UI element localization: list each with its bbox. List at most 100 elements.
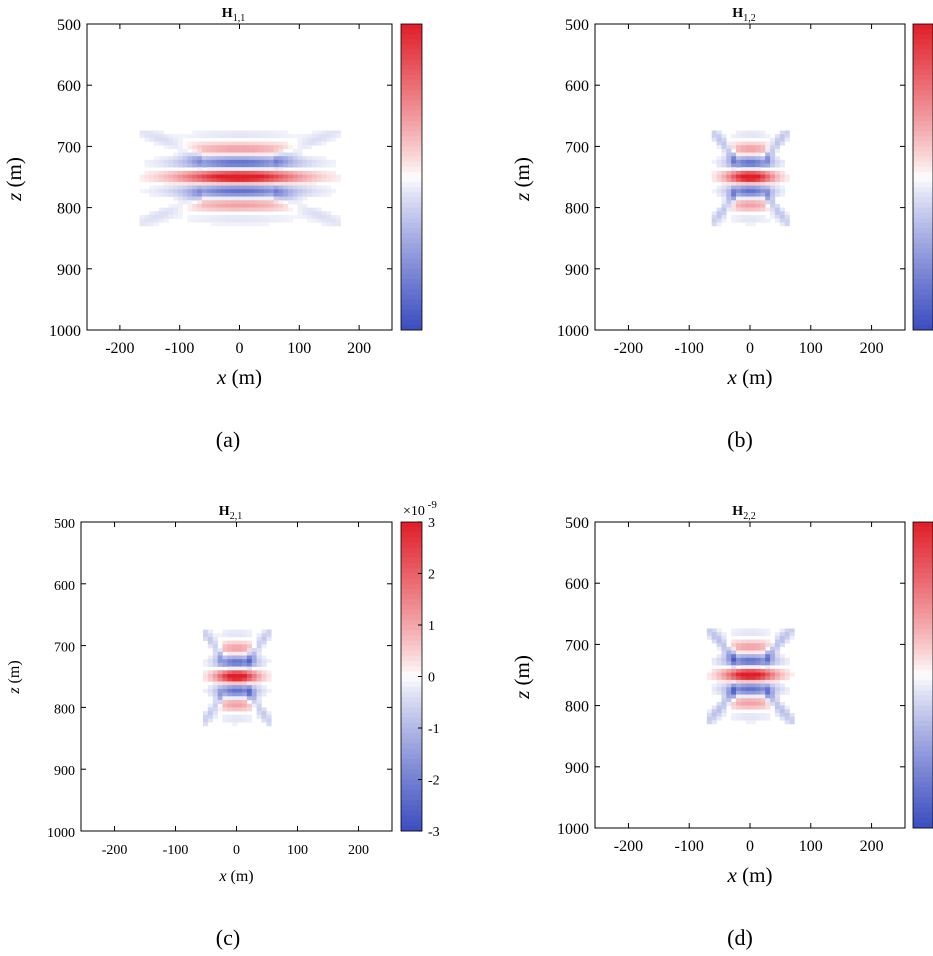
x-tick-label: -200 [102, 843, 128, 858]
heatmap-cell [235, 134, 241, 139]
heatmap-cell [227, 685, 233, 690]
heatmap-cell [216, 222, 222, 227]
heatmap-cell [731, 214, 737, 219]
heatmap-cell [173, 178, 179, 183]
heatmap-cell [745, 661, 751, 666]
heatmap-cell [227, 648, 233, 653]
heatmap-cell [302, 163, 308, 168]
heatmap-cell [711, 668, 717, 673]
heatmap-cell [711, 690, 717, 695]
heatmap-cell [249, 214, 255, 219]
heatmap-cell [321, 141, 327, 146]
heatmap-cell [163, 207, 169, 212]
heatmap-cell [774, 654, 781, 659]
heatmap-cell [740, 174, 747, 179]
heatmap-cell [273, 203, 279, 208]
heatmap-cell [745, 141, 751, 146]
heatmap-cell [316, 189, 322, 194]
heatmap-cell [750, 632, 756, 637]
heatmap-cell [765, 657, 771, 662]
heatmap-cell [201, 200, 207, 205]
colorbar-segment [913, 782, 933, 788]
heatmap-cell [721, 639, 727, 644]
heatmap-cell [765, 672, 771, 677]
heatmap-cell [760, 156, 766, 161]
heatmap-cell [740, 632, 747, 637]
heatmap-cell [207, 670, 214, 675]
heatmap-cell [770, 159, 776, 164]
heatmap-cell [212, 644, 218, 649]
heatmap-cell [168, 211, 174, 216]
heatmap-cell [278, 152, 284, 157]
heatmap-cell [256, 674, 262, 679]
panel-caption: (c) [216, 925, 240, 950]
heatmap-cell [222, 692, 228, 697]
heatmap-cell [736, 657, 742, 662]
heatmap-cell [765, 643, 771, 648]
colorbar-segment [913, 69, 933, 76]
heatmap-cell [202, 659, 209, 664]
heatmap-cell [721, 192, 727, 197]
heatmap-cell [287, 145, 294, 150]
heatmap-cell [297, 137, 303, 142]
heatmap-cell [706, 676, 712, 681]
heatmap-cell [259, 163, 265, 168]
heatmap-cell [316, 141, 322, 146]
heatmap-cell [240, 218, 246, 223]
heatmap-cell [774, 672, 781, 677]
heatmap-cell [784, 668, 790, 673]
heatmap-cell [721, 163, 727, 168]
colorbar-segment [913, 59, 933, 66]
heatmap-cell [227, 718, 233, 723]
colorbar-H12 [912, 23, 933, 331]
heatmap-cell [222, 655, 228, 660]
colorbar-segment [401, 100, 422, 106]
heatmap-cell [206, 130, 212, 135]
heatmap-cell [770, 214, 776, 219]
colorbar-segment [401, 717, 422, 724]
heatmap-cell [278, 130, 284, 135]
y-axis-label: z (m) [510, 157, 534, 202]
heatmap-cell [220, 152, 227, 157]
heatmap-cell [740, 214, 747, 219]
heatmap-cell [163, 178, 169, 183]
heatmap-cell [206, 141, 212, 146]
heatmap-cell [187, 181, 193, 186]
heatmap-cell [244, 203, 250, 208]
heatmap-cell [264, 148, 270, 153]
colorbar-tick-label: -3 [428, 825, 440, 840]
heatmap-cell [227, 651, 233, 656]
heatmap-cell [217, 670, 223, 675]
heatmap-cell [240, 196, 246, 201]
heatmap-cell [736, 694, 742, 699]
heatmap-cell [163, 145, 169, 150]
heatmap-cell [745, 665, 751, 670]
colorbar-segment [913, 80, 933, 86]
heatmap-cell [716, 214, 722, 219]
heatmap-cell [261, 659, 267, 664]
heatmap-cell [217, 685, 223, 690]
heatmap-cell [745, 156, 751, 161]
heatmap-cell [256, 711, 262, 716]
colorbar-segment [401, 222, 422, 229]
heatmap-cell [202, 722, 209, 727]
heatmap-cell [216, 152, 222, 157]
heatmap-cell [273, 159, 279, 164]
heatmap-cell [774, 178, 781, 183]
heatmap-cell [227, 640, 233, 645]
colorbar-segment [913, 324, 933, 331]
heatmap-cell [273, 170, 279, 175]
heatmap-cell [765, 170, 771, 175]
colorbar-segment [401, 284, 422, 290]
heatmap-cell [779, 185, 785, 190]
heatmap-cell [202, 662, 209, 667]
heatmap-cell [266, 718, 272, 723]
heatmap-cell [750, 716, 756, 721]
heatmap-cell [750, 705, 756, 710]
heatmap-cell [750, 679, 756, 684]
colorbar-segment [401, 289, 422, 295]
heatmap-cell [731, 203, 737, 208]
heatmap-cell [244, 159, 250, 164]
heatmap-cell [711, 628, 717, 633]
heatmap-cell [292, 170, 298, 175]
